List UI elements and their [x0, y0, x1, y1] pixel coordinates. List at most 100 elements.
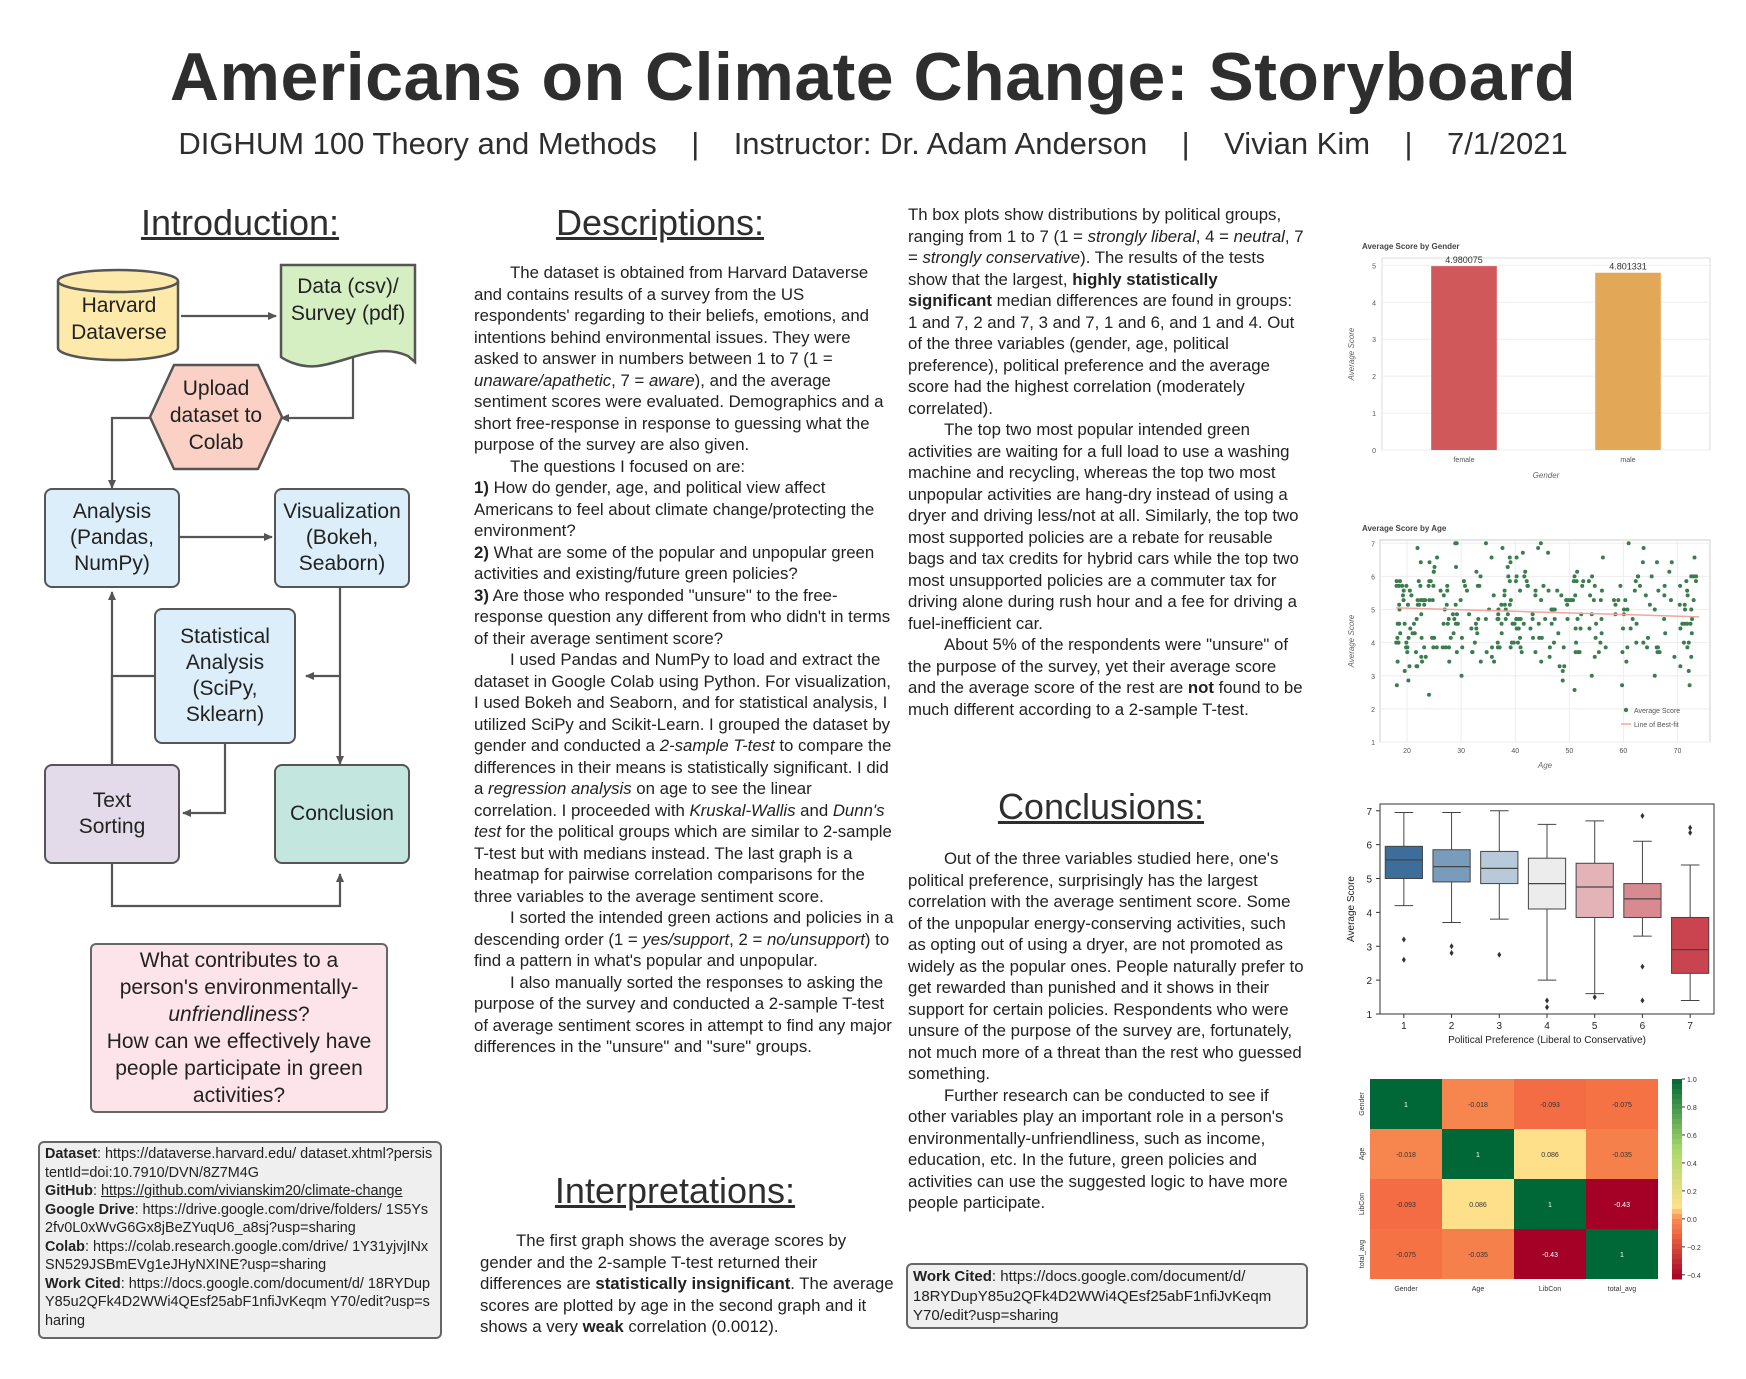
- data-point: [1625, 607, 1630, 612]
- cell-value: -0.075: [1612, 1102, 1632, 1109]
- data-point: [1682, 602, 1687, 607]
- data-point: [1411, 621, 1416, 626]
- data-point: [1683, 607, 1688, 612]
- data-point: [1444, 602, 1449, 607]
- colorbar-segment: [1672, 1189, 1682, 1195]
- data-point: [1634, 621, 1639, 626]
- heatmap-cell: [1586, 1079, 1658, 1129]
- data-point: [1478, 574, 1483, 579]
- data-point: [1581, 579, 1586, 584]
- data-point: [1576, 650, 1581, 655]
- data-point: [1686, 669, 1691, 674]
- dataset-link[interactable]: : https://dataverse.harvard.edu/ dataset…: [45, 1146, 433, 1181]
- data-point: [1417, 602, 1422, 607]
- data-point: [1499, 602, 1504, 607]
- data-point: [1588, 593, 1593, 598]
- data-point: [1476, 617, 1481, 622]
- heatmap-cell: [1514, 1129, 1586, 1179]
- data-point: [1508, 598, 1513, 603]
- y-tick-label: 3: [1372, 337, 1376, 344]
- colorbar-segment: [1672, 1124, 1682, 1130]
- data-point: [1470, 650, 1475, 655]
- data-point: [1688, 621, 1693, 626]
- colorbar-segment: [1672, 1099, 1682, 1105]
- data-point: [1689, 631, 1694, 636]
- colorbar-segment: [1672, 1154, 1682, 1160]
- data-point: [1692, 555, 1697, 560]
- data-point: [1435, 555, 1440, 560]
- data-point: [1533, 593, 1538, 598]
- data-point: [1496, 612, 1501, 617]
- outlier: [1545, 997, 1549, 1004]
- text-sorting-label: Text Sorting: [78, 789, 146, 838]
- data-point: [1401, 588, 1406, 593]
- data-point: [1668, 598, 1673, 603]
- data-point: [1414, 650, 1419, 655]
- legend-label: Line of Best-fit: [1634, 722, 1679, 729]
- work-cited-link[interactable]: : https://docs.google.com/document/d/ 18…: [45, 1275, 431, 1329]
- cell-value: -0.035: [1612, 1152, 1632, 1159]
- data-point: [1448, 635, 1453, 640]
- cell-value: 1: [1620, 1252, 1624, 1259]
- data-point: [1508, 645, 1513, 650]
- colorbar-segment: [1672, 1094, 1682, 1100]
- drive-link[interactable]: : https://drive.google.com/drive/folders…: [45, 1201, 429, 1237]
- data-point: [1499, 621, 1504, 626]
- harvard-dataverse-label: Harvard Dataverse: [71, 294, 167, 344]
- y-tick-label: 1: [1372, 411, 1376, 418]
- data-point: [1543, 617, 1548, 622]
- interpretations-text: The first graph shows the average scores…: [480, 1231, 894, 1336]
- colorbar-segment: [1672, 1214, 1682, 1220]
- cell-value: -0.43: [1542, 1252, 1558, 1259]
- heatmap-cell: [1586, 1129, 1658, 1179]
- data-point: [1475, 631, 1480, 636]
- data-point: [1483, 541, 1488, 546]
- dataset-label: Dataset: [45, 1146, 97, 1162]
- y-tick-label: Gender: [1359, 1092, 1366, 1116]
- colorbar-segment: [1672, 1269, 1682, 1275]
- correlation-heatmap: 1 -0.018 -0.093 -0.075 Gender -0.018 1 0.086 -0.…: [1359, 1077, 1701, 1293]
- data-point: [1415, 546, 1420, 551]
- data-point: [1637, 583, 1642, 588]
- conclusions-heading: Conclusions:: [997, 786, 1205, 827]
- age-scatter-chart: Average Score by Age 1 2 3 4 5 6 7 20 30 40 50 60 70 A…: [1347, 524, 1711, 770]
- x-tick-label: 70: [1674, 748, 1682, 755]
- data-point: [1618, 583, 1623, 588]
- colab-link[interactable]: : https://colab.research.google.com/driv…: [45, 1238, 429, 1274]
- data-point: [1430, 635, 1435, 640]
- data-point: [1400, 593, 1405, 598]
- heatmap-cell: [1442, 1079, 1514, 1129]
- x-axis-label: Political Preference (Liberal to Conserv…: [1448, 1035, 1646, 1046]
- data-point: [1418, 560, 1423, 565]
- conclusions-cited-link[interactable]: : https://docs.google.com/document/d/ 18…: [913, 1268, 1272, 1324]
- data-point: [1571, 579, 1576, 584]
- data-survey-node: [279, 263, 417, 368]
- data-point: [1691, 598, 1696, 603]
- data-point: [1452, 617, 1457, 622]
- data-point: [1687, 683, 1692, 688]
- x-tick-label: 4: [1544, 1021, 1550, 1032]
- data-point: [1557, 664, 1562, 669]
- data-point: [1592, 654, 1597, 659]
- data-point: [1693, 579, 1698, 584]
- colorbar-segment: [1672, 1139, 1682, 1145]
- conclusion-label: Conclusion: [290, 802, 394, 825]
- data-point: [1453, 621, 1458, 626]
- data-point: [1394, 683, 1399, 688]
- colorbar-segment: [1672, 1084, 1682, 1090]
- upload-label: Upload dataset to Colab: [169, 377, 263, 454]
- interpretations-continued-text: Th box plots show distributions by polit…: [908, 205, 1304, 719]
- data-point: [1591, 598, 1596, 603]
- y-tick-label: 3: [1366, 942, 1372, 953]
- page-title: Americans on Climate Change: Storyboard: [169, 39, 1577, 115]
- cell-value: -0.035: [1468, 1252, 1488, 1259]
- data-point: [1467, 612, 1472, 617]
- data-point: [1537, 635, 1542, 640]
- data-point: [1395, 659, 1400, 664]
- data-point: [1416, 579, 1421, 584]
- github-link[interactable]: https://github.com/vivianskim20/climate-…: [100, 1183, 403, 1199]
- data-point: [1513, 579, 1518, 584]
- colorbar-tick-label: −0.2: [1687, 1245, 1701, 1252]
- data-point: [1603, 645, 1608, 650]
- flowchart-arrows: [108, 312, 355, 908]
